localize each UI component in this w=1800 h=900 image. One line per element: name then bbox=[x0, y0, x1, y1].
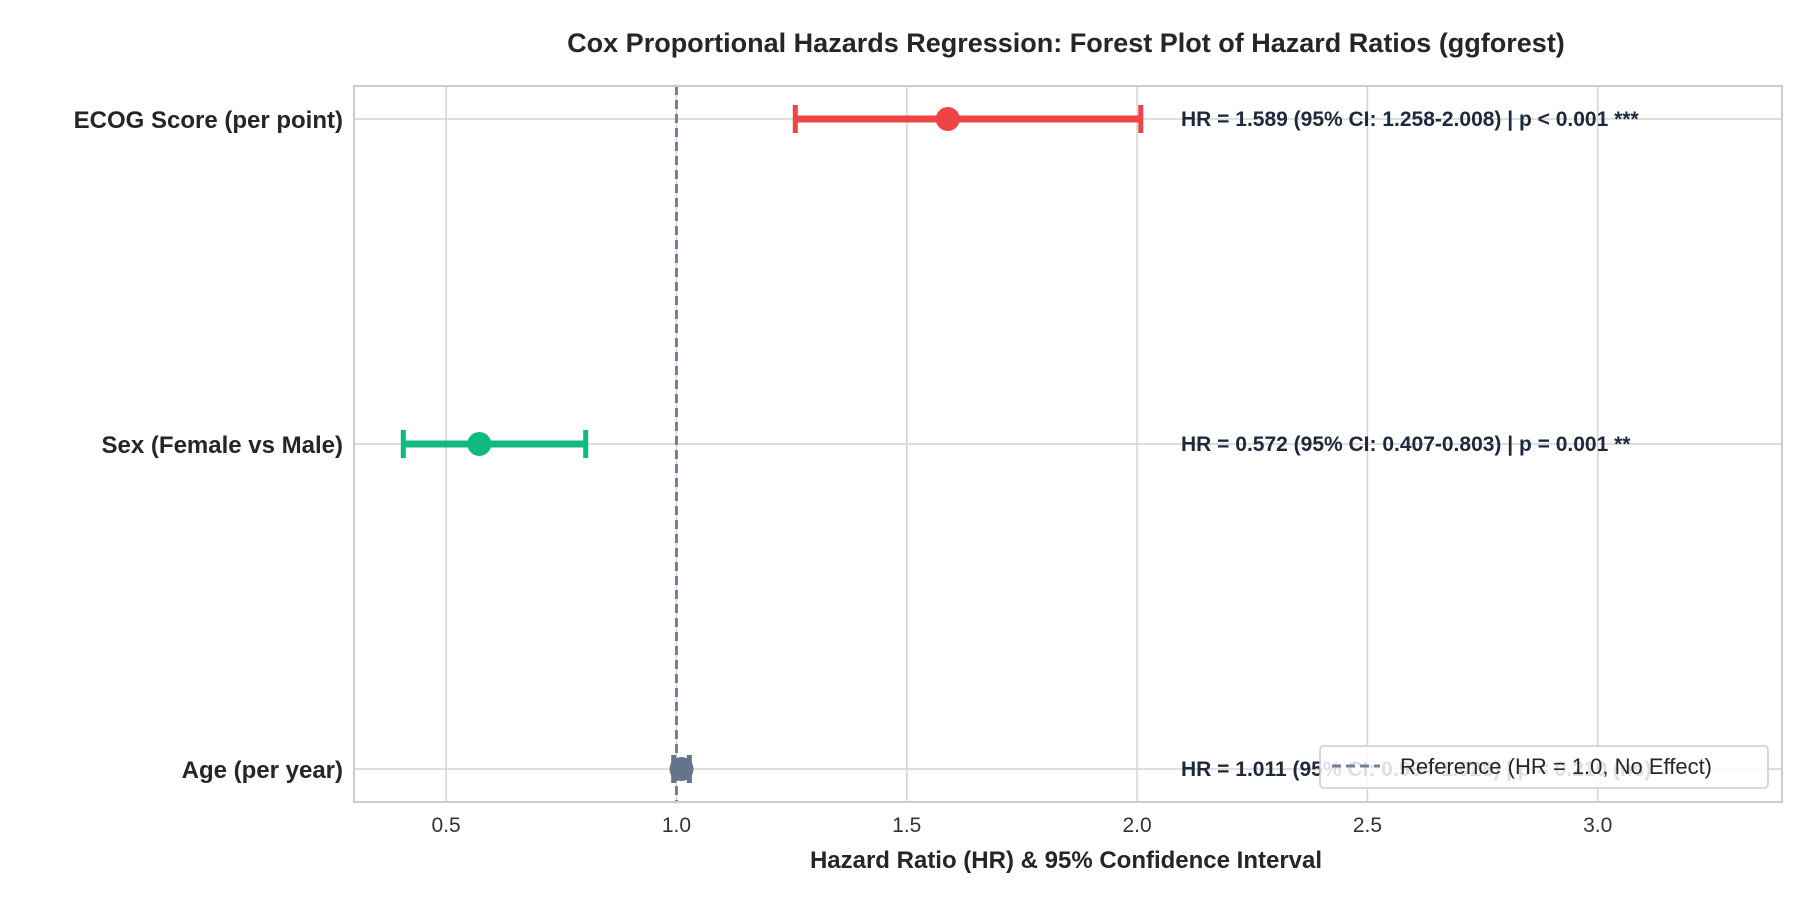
x-tick-label-3: 2.0 bbox=[1122, 814, 1151, 837]
x-tick-label-1: 1.0 bbox=[662, 814, 691, 837]
y-tick-labels: ECOG Score (per point) Sex (Female vs Mal… bbox=[74, 107, 343, 784]
y-tick-label-1: Sex (Female vs Male) bbox=[102, 432, 343, 459]
chart-title: Cox Proportional Hazards Regression: For… bbox=[567, 28, 1565, 58]
x-axis-label: Hazard Ratio (HR) & 95% Confidence Inter… bbox=[810, 847, 1322, 874]
x-tick-label-4: 2.5 bbox=[1353, 814, 1382, 837]
x-tick-labels: 0.5 1.0 1.5 2.0 2.5 3.0 bbox=[432, 814, 1613, 837]
marks bbox=[400, 105, 1144, 783]
hr-point-2 bbox=[669, 757, 694, 781]
y-tick-label-2: Age (per year) bbox=[182, 757, 343, 784]
y-tick-label-0: ECOG Score (per point) bbox=[74, 107, 343, 134]
plot-frame bbox=[353, 85, 1783, 803]
hr-point-1 bbox=[467, 432, 492, 456]
legend-box bbox=[1319, 745, 1769, 789]
x-tick-label-0: 0.5 bbox=[432, 814, 461, 837]
x-tick-label-2: 1.5 bbox=[892, 814, 921, 837]
hr-annotation-1: HR = 0.572 (95% CI: 0.407-0.803) | p = 0… bbox=[1181, 433, 1631, 456]
annotations: HR = 1.589 (95% CI: 1.258-2.008) | p < 0… bbox=[1181, 108, 1651, 781]
hr-annotation-0: HR = 1.589 (95% CI: 1.258-2.008) | p < 0… bbox=[1181, 108, 1639, 131]
legend-label: Reference (HR = 1.0, No Effect) bbox=[1400, 754, 1712, 779]
legend: Reference (HR = 1.0, No Effect) bbox=[1319, 745, 1769, 789]
hr-point-0 bbox=[935, 107, 960, 131]
x-tick-label-5: 3.0 bbox=[1583, 814, 1612, 837]
